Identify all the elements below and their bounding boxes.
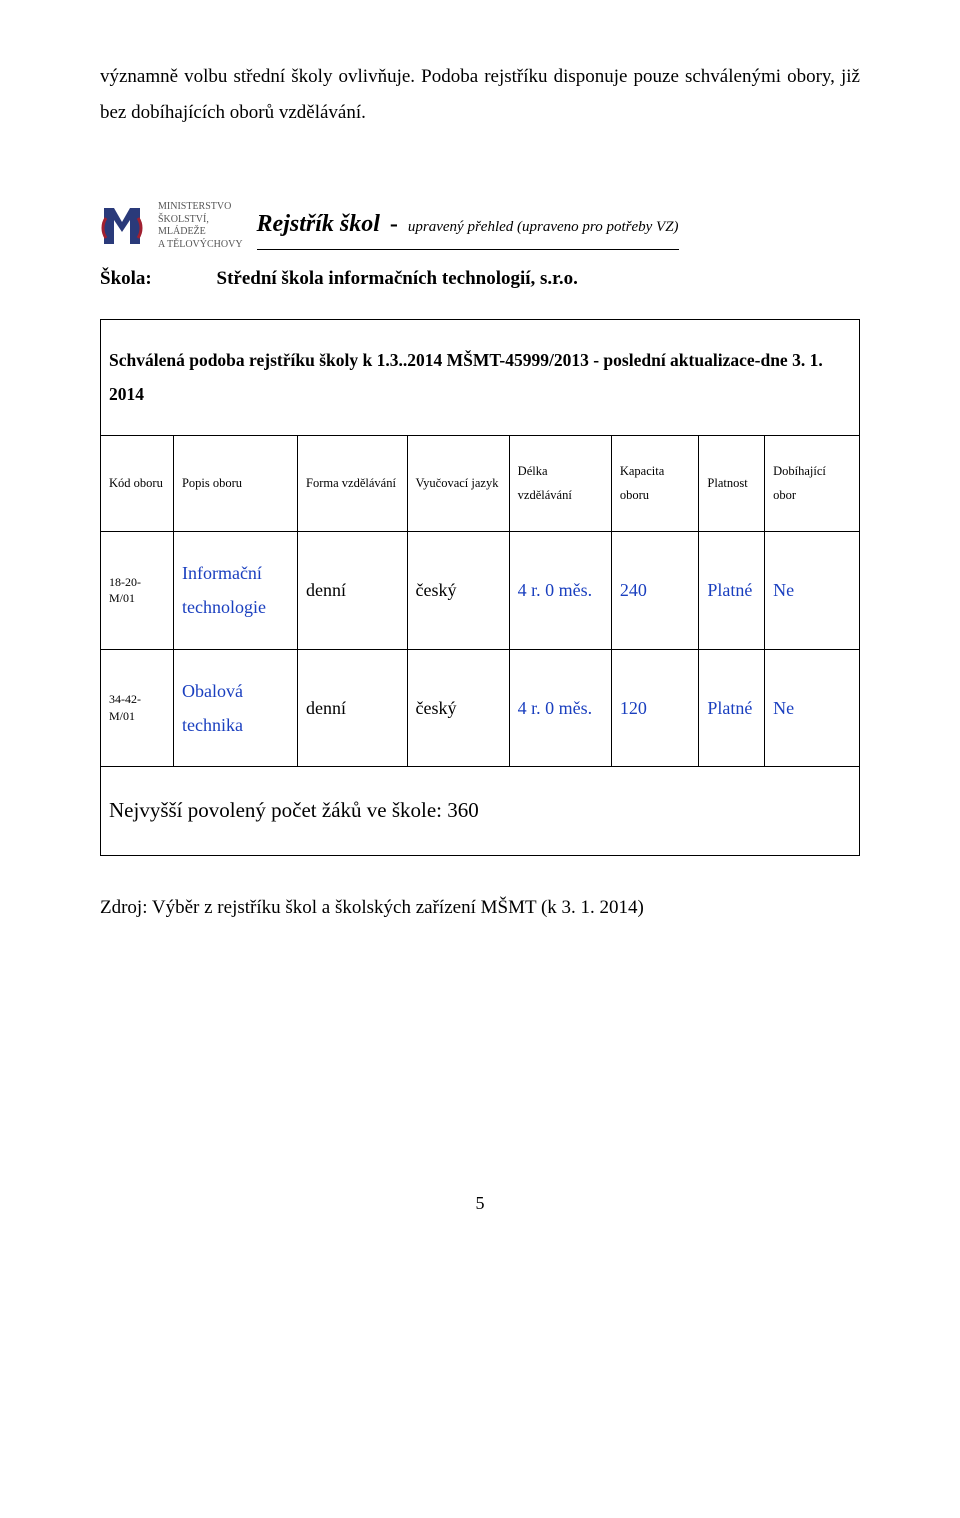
table-cell: český [407, 532, 509, 649]
table-cell: Platné [699, 649, 765, 766]
table-cell: 120 [611, 649, 699, 766]
intro-paragraph: významně volbu střední školy ovlivňuje. … [100, 59, 860, 131]
registry-table: Schválená podoba rejstříku školy k 1.3..… [100, 319, 860, 856]
table-cell: denní [298, 649, 407, 766]
ministry-line: MINISTERSTVO [158, 201, 243, 214]
table-cell: 4 r. 0 měs. [509, 532, 611, 649]
school-line: Škola: Střední škola informačních techno… [100, 261, 860, 297]
column-header: Vyučovací jazyk [407, 435, 509, 532]
school-value: Střední škola informačních technologií, … [217, 268, 578, 289]
column-header: Platnost [699, 435, 765, 532]
footer-row: Nejvyšší povolený počet žáků ve škole: 3… [101, 767, 860, 856]
table-cell: Ne [765, 532, 860, 649]
registry-title: Rejstřík škol [257, 202, 380, 248]
table-cell: český [407, 649, 509, 766]
table-cell: denní [298, 532, 407, 649]
column-header: Kapacita oboru [611, 435, 699, 532]
table-cell: Ne [765, 649, 860, 766]
ministry-line: A TĚLOVÝCHOVY [158, 239, 243, 252]
column-header: Forma vzdělávání [298, 435, 407, 532]
registry-dash: - [390, 202, 398, 248]
table-cell-kod: 18-20-M/01 [101, 532, 174, 649]
column-header-row: Kód oboruPopis oboruForma vzděláváníVyuč… [101, 435, 860, 532]
table-cell-kod: 34-42-M/01 [101, 649, 174, 766]
table-row: 34-42-M/01Obalová technikadenníčeský4 r.… [101, 649, 860, 766]
table-cell-popis: Obalová technika [173, 649, 297, 766]
footer-cell: Nejvyšší povolený počet žáků ve škole: 3… [101, 767, 860, 856]
school-label: Škola: [100, 268, 152, 289]
registry-subtitle: upravený přehled (upraveno pro potřeby V… [408, 213, 679, 242]
source-line: Zdroj: Výběr z rejstříku škol a školskýc… [100, 890, 860, 926]
msmt-logo-icon [100, 204, 144, 248]
page-number: 5 [100, 1186, 860, 1220]
ministry-line: ŠKOLSTVÍ, [158, 214, 243, 227]
approved-cell: Schválená podoba rejstříku školy k 1.3..… [101, 320, 860, 436]
ministry-header: MINISTERSTVO ŠKOLSTVÍ, MLÁDEŽE A TĚLOVÝC… [100, 201, 860, 251]
table-row: 18-20-M/01Informační technologiedenníčes… [101, 532, 860, 649]
column-header: Popis oboru [173, 435, 297, 532]
column-header: Kód oboru [101, 435, 174, 532]
table-cell: 4 r. 0 měs. [509, 649, 611, 766]
column-header: Délka vzdělávání [509, 435, 611, 532]
column-header: Dobíhající obor [765, 435, 860, 532]
table-cell: 240 [611, 532, 699, 649]
ministry-text: MINISTERSTVO ŠKOLSTVÍ, MLÁDEŽE A TĚLOVÝC… [158, 201, 243, 251]
registry-heading: Rejstřík škol - upravený přehled (uprave… [257, 202, 679, 251]
table-cell-popis: Informační technologie [173, 532, 297, 649]
approved-row: Schválená podoba rejstříku školy k 1.3..… [101, 320, 860, 436]
table-cell: Platné [699, 532, 765, 649]
ministry-line: MLÁDEŽE [158, 226, 243, 239]
